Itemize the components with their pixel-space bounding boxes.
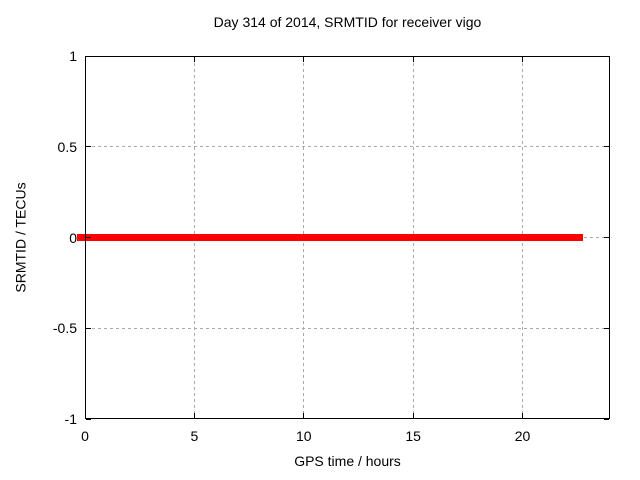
series-line-srmtid xyxy=(77,234,584,241)
y-tick-label: -1 xyxy=(64,411,77,427)
y-tick-mark-right xyxy=(604,327,609,329)
x-tick-mark-top xyxy=(303,57,305,62)
x-tick-label: 0 xyxy=(81,428,89,444)
y-tick-mark-right xyxy=(604,237,609,238)
x-tick-mark-bottom xyxy=(193,413,195,418)
x-tick-label: 5 xyxy=(190,428,199,444)
y-tick-mark-left xyxy=(86,418,91,420)
y-tick-mark-right xyxy=(604,146,609,148)
x-tick-label: 15 xyxy=(405,428,421,444)
y-tick-mark-left xyxy=(86,146,91,148)
x-tick-mark-top xyxy=(522,57,523,62)
x-tick-mark-top xyxy=(84,57,86,62)
x-tick-label: 10 xyxy=(295,428,312,444)
gridline-horizontal xyxy=(86,327,609,329)
y-tick-mark-right xyxy=(604,55,609,57)
y-tick-mark-left xyxy=(86,327,91,329)
x-tick-mark-bottom xyxy=(522,413,523,418)
y-tick-label: 1 xyxy=(69,48,77,64)
x-axis-label: GPS time / hours xyxy=(294,453,401,469)
y-tick-label: 0 xyxy=(69,229,77,246)
y-tick-label: 0.5 xyxy=(57,138,77,155)
x-tick-mark-bottom xyxy=(412,413,414,418)
chart-title: Day 314 of 2014, SRMTID for receiver vig… xyxy=(213,14,482,30)
y-tick-mark-left xyxy=(86,237,91,238)
x-tick-mark-top xyxy=(412,57,414,62)
x-tick-mark-bottom xyxy=(303,413,305,418)
x-tick-mark-bottom xyxy=(84,413,86,418)
y-tick-mark-right xyxy=(604,418,609,420)
y-tick-mark-left xyxy=(86,55,91,57)
plot-border xyxy=(85,56,610,419)
x-tick-label: 20 xyxy=(514,428,531,444)
gridline-horizontal xyxy=(86,146,609,148)
plot-area xyxy=(77,55,610,420)
y-tick-label: -0.5 xyxy=(52,320,77,337)
x-tick-mark-top xyxy=(193,57,195,62)
